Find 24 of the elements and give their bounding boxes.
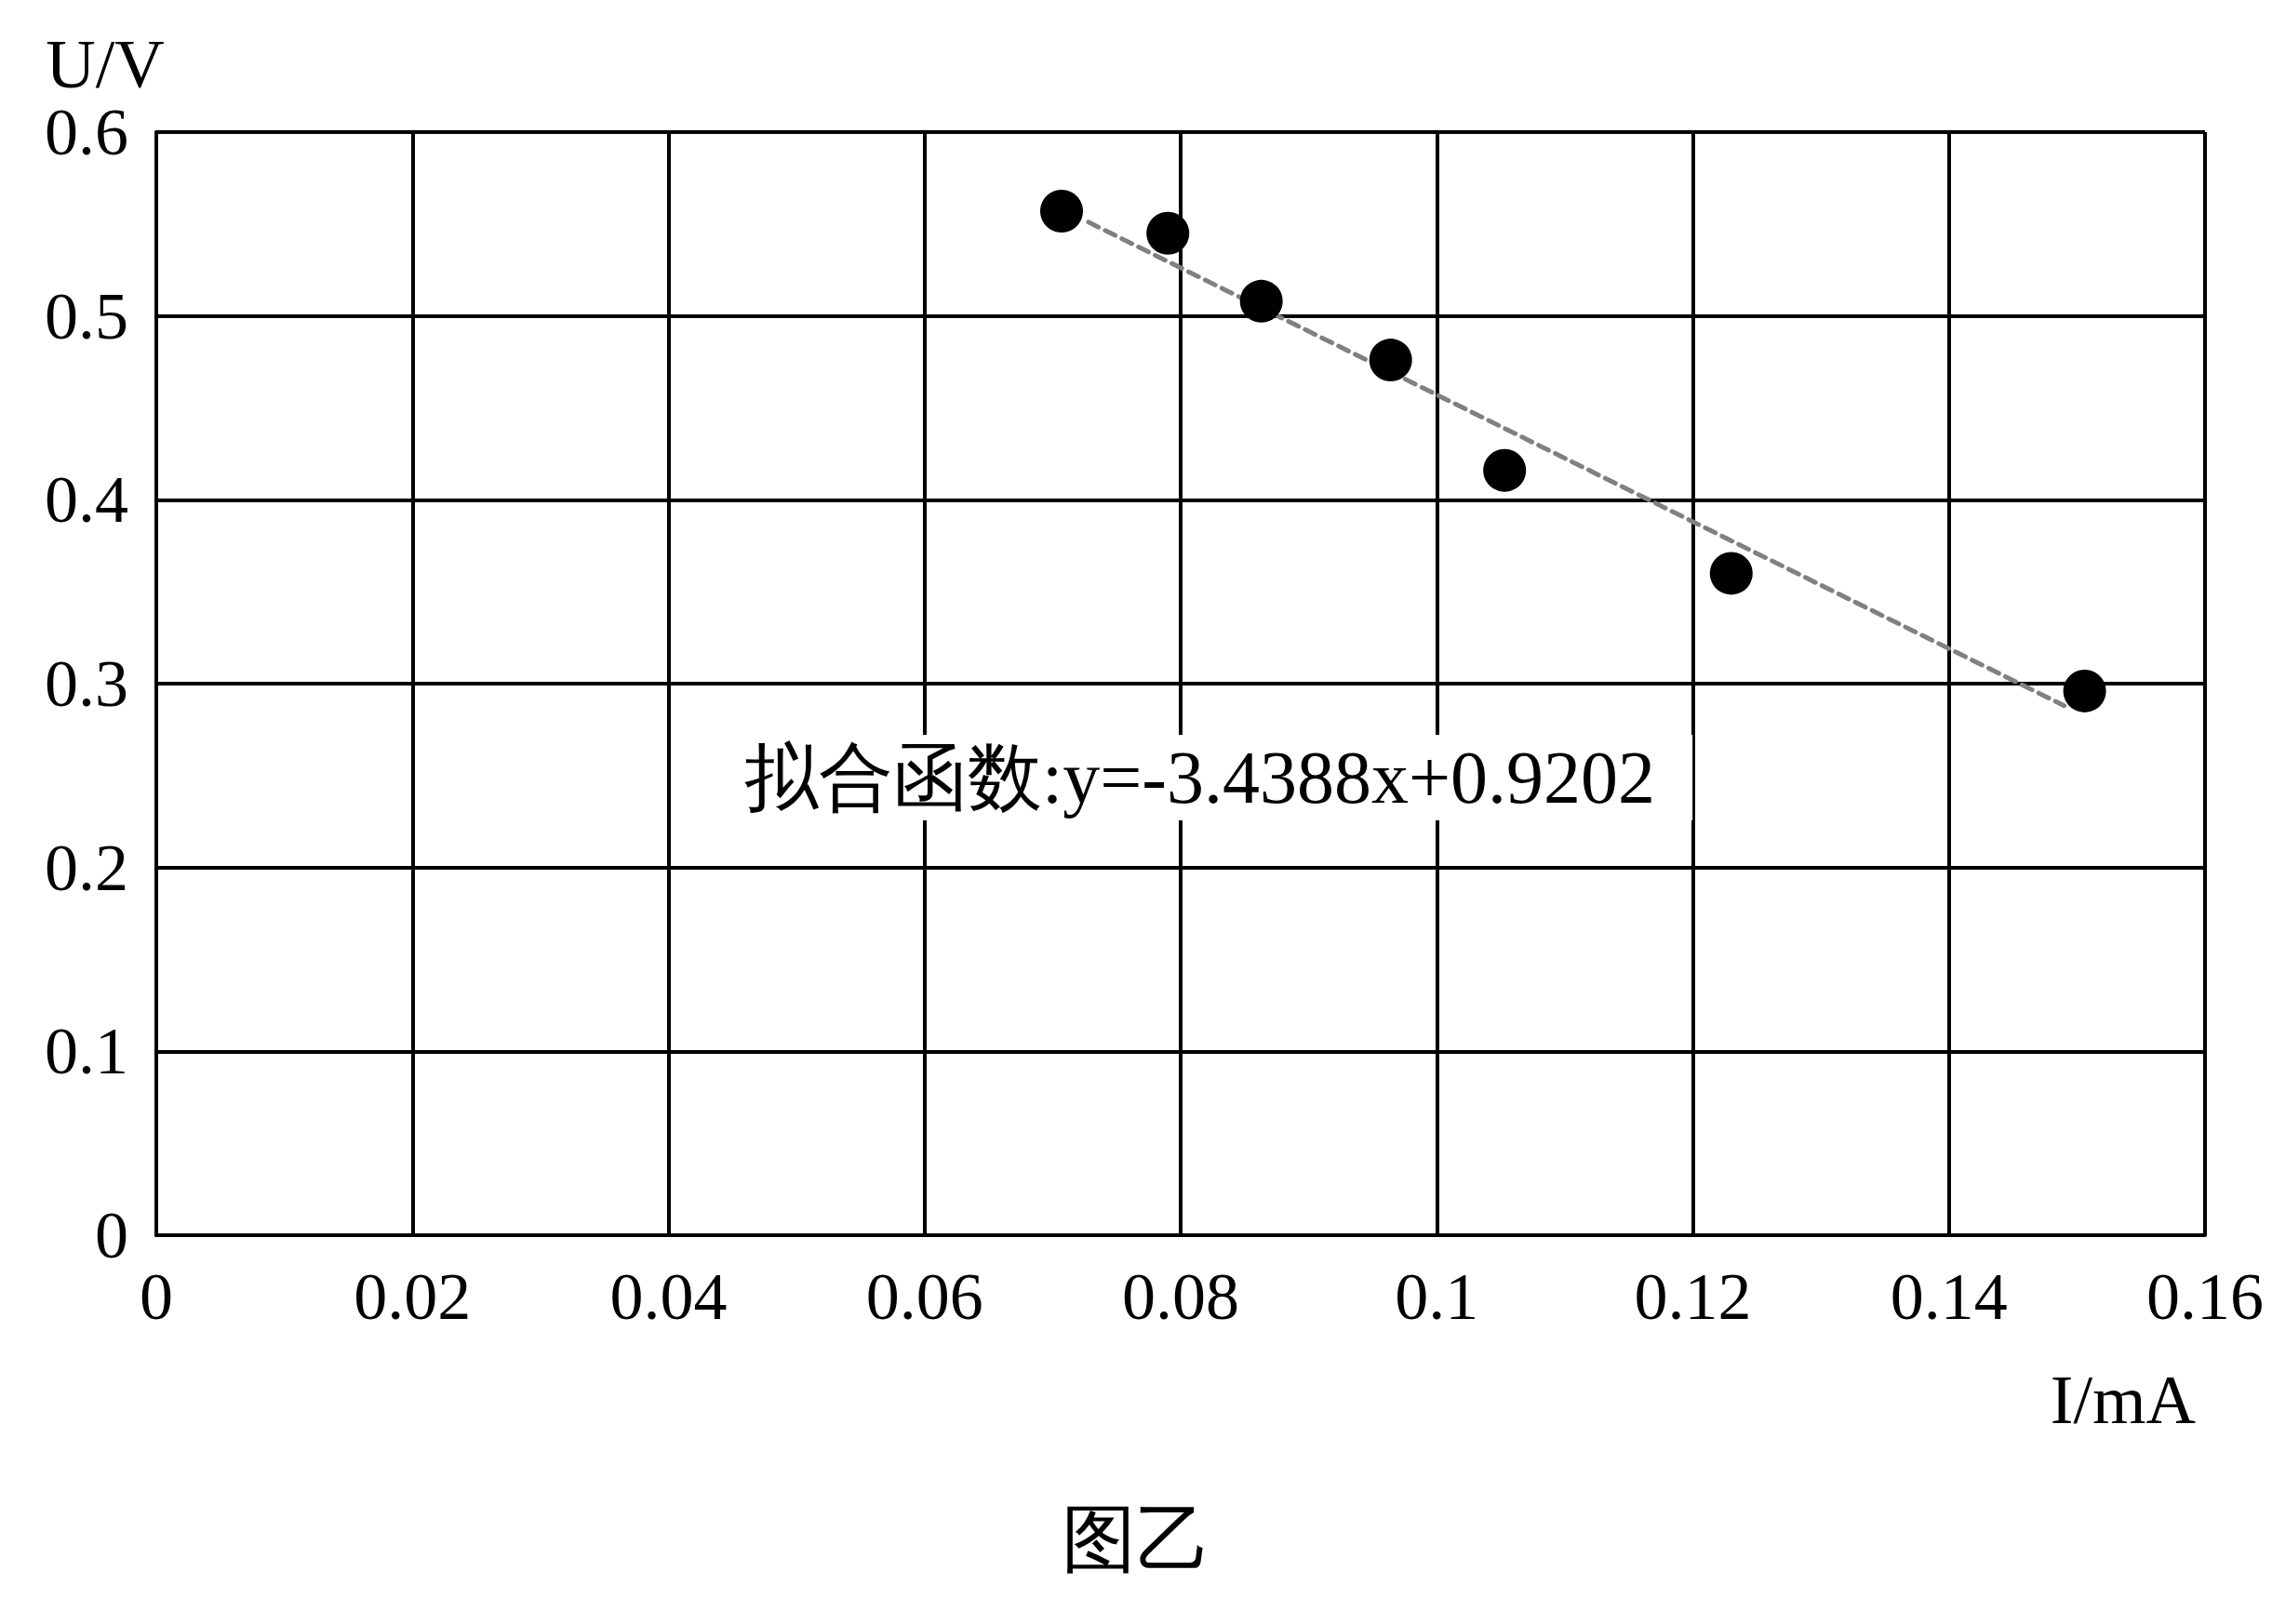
y-tick-label: 0.2 [45, 830, 128, 905]
x-tick-label: 0.08 [1122, 1259, 1239, 1334]
annotation: 拟合函数:y=-3.4388x+0.9202 [744, 737, 1656, 819]
y-tick-label: 0 [95, 1198, 128, 1272]
text: 图乙 [1062, 1498, 1210, 1580]
y-tick-label: 0.5 [45, 278, 128, 353]
x-tick-label: 0.14 [1890, 1259, 2008, 1334]
point [1483, 448, 1527, 492]
x-tick-label: 0.16 [2146, 1259, 2264, 1334]
x-tick-label: 0.1 [1395, 1259, 1479, 1334]
x-tick-label: 0.06 [865, 1259, 983, 1334]
point [1369, 339, 1412, 382]
x-tick-label: 0.04 [609, 1259, 728, 1334]
point [1040, 190, 1084, 233]
x-tick-label: 0.02 [354, 1259, 472, 1334]
point [1709, 552, 1753, 595]
point [1146, 211, 1190, 255]
x-axis-title: I/mA [2050, 1362, 2196, 1438]
y-tick-label: 0.3 [45, 646, 128, 721]
x-tick-label: 0.12 [1634, 1259, 1752, 1334]
y-tick-label: 0.1 [45, 1014, 128, 1089]
y-tick-label: 0.4 [45, 462, 128, 538]
point [2063, 669, 2106, 712]
point [1239, 279, 1283, 323]
